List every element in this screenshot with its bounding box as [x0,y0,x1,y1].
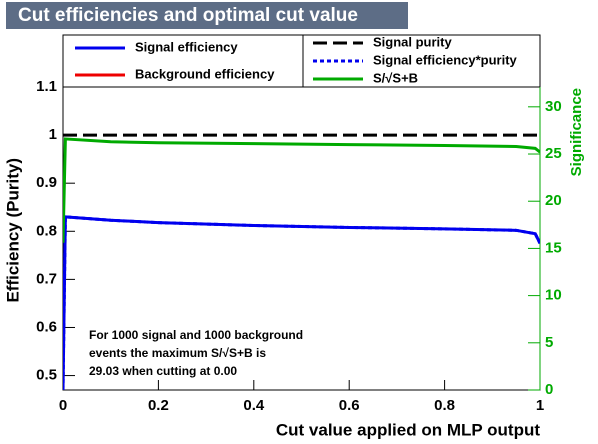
y2-axis-label: Significance [568,88,585,176]
annotation: 29.03 when cutting at 0.00 [89,364,237,378]
y-tick-label: 0.5 [36,367,57,384]
y2-tick-label: 30 [545,98,562,115]
title-box [6,2,408,29]
legend-label: S/√S+B [373,70,418,85]
annotation: events the maximum S/√S+B is [89,346,266,360]
x-tick-label: 0 [59,397,67,414]
chart-title: Cut efficiencies and optimal cut value [18,5,358,26]
y2-tick-label: 25 [545,145,562,162]
plot-frame [62,86,541,391]
y2-tick-label: 20 [545,192,562,209]
y-axis-label: Efficiency (Purity) [3,158,22,303]
legend-label: Background efficiency [135,66,275,81]
y-tick-label: 1.1 [36,78,57,95]
x-tick-label: 1 [536,397,544,414]
annotation: For 1000 signal and 1000 background [89,328,303,342]
series-line [63,215,540,390]
legend-label: Signal efficiency [135,39,238,54]
y2-tick-label: 10 [545,287,562,304]
legend [62,34,541,88]
plot-area [63,133,540,390]
x-axis-label: Cut value applied on MLP output [276,420,540,439]
y-tick-label: 0.7 [36,270,57,287]
y2-tick-label: 15 [545,239,562,256]
series-line [63,137,540,243]
y-tick-label: 0.9 [36,174,57,191]
x-tick-label: 0.8 [434,397,455,414]
y2-tick-label: 0 [545,381,553,398]
x-tick-label: 0.4 [243,397,265,414]
y2-tick-label: 5 [545,334,553,351]
y-tick-label: 0.6 [36,318,57,335]
legend-label: Signal purity [373,34,453,49]
legend-label: Signal efficiency*purity [373,52,518,67]
y-tick-label: 1 [49,126,57,143]
y-tick-label: 0.8 [36,222,57,239]
x-tick-label: 0.2 [148,397,169,414]
x-tick-label: 0.6 [339,397,360,414]
